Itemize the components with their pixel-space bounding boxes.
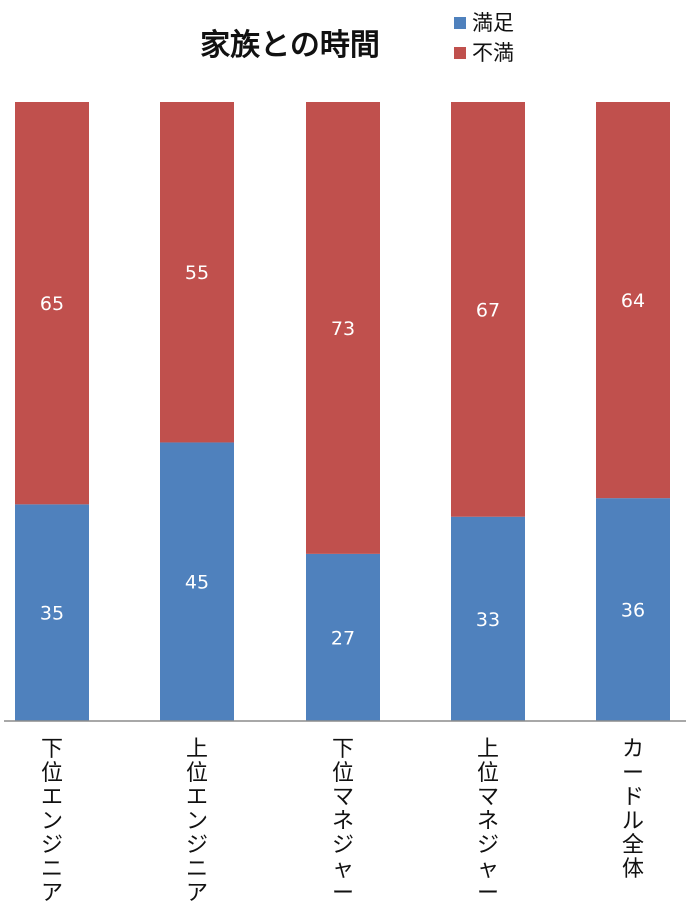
- data-label-satisfied-0: 35: [40, 603, 64, 625]
- plot-area: 35 65 45 55 27 73 33 67 36 64: [15, 102, 670, 721]
- category-labels: 下位エンジニア 上位エンジニア 下位マネジャー 上位マネジャー カードル全体: [41, 737, 644, 906]
- category-label-2: 下位マネジャー: [332, 737, 354, 906]
- data-label-satisfied-1: 45: [185, 572, 209, 594]
- bar-segment-satisfied-2: [306, 553, 380, 721]
- chart-title: 家族との時間: [200, 28, 380, 63]
- data-label-dissatisfied-0: 65: [40, 293, 64, 315]
- data-label-satisfied-2: 27: [331, 627, 355, 649]
- bar-segment-satisfied-3: [451, 516, 525, 721]
- bar-segment-dissatisfied-2: [306, 102, 380, 554]
- legend-swatch-satisfied: [454, 17, 466, 29]
- category-label-4: カードル全体: [622, 737, 644, 882]
- data-label-dissatisfied-4: 64: [621, 290, 645, 312]
- bar-segment-satisfied-1: [160, 442, 234, 721]
- data-label-dissatisfied-2: 73: [331, 318, 355, 340]
- category-label-0: 下位エンジニア: [41, 737, 63, 906]
- legend-label-satisfied: 満足: [472, 11, 514, 35]
- legend-swatch-dissatisfied: [454, 47, 466, 59]
- bar-segment-dissatisfied-1: [160, 102, 234, 443]
- category-label-1: 上位エンジニア: [186, 737, 208, 906]
- bar-segment-dissatisfied-0: [15, 102, 89, 505]
- data-label-dissatisfied-3: 67: [476, 299, 500, 321]
- data-label-satisfied-3: 33: [476, 609, 500, 631]
- data-label-satisfied-4: 36: [621, 600, 645, 622]
- bar-segment-dissatisfied-4: [596, 102, 670, 499]
- data-label-dissatisfied-1: 55: [185, 262, 209, 284]
- legend-label-dissatisfied: 不満: [472, 41, 514, 65]
- legend: 満足 不満: [454, 11, 514, 65]
- category-label-3: 上位マネジャー: [477, 737, 499, 906]
- bar-segment-satisfied-4: [596, 498, 670, 721]
- bar-segment-satisfied-0: [15, 504, 89, 721]
- bar-segment-dissatisfied-3: [451, 102, 525, 517]
